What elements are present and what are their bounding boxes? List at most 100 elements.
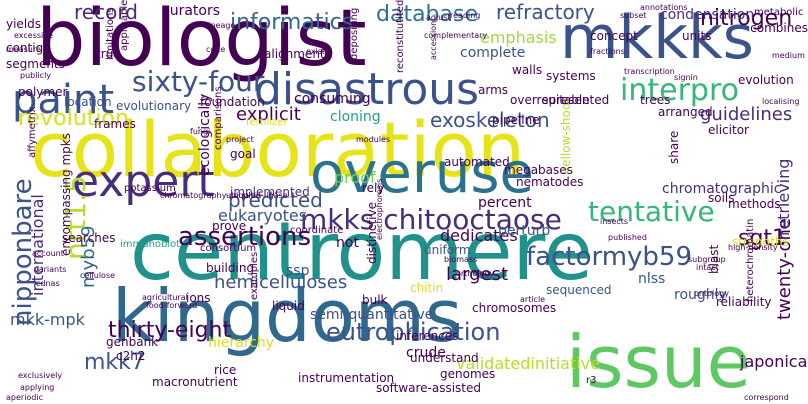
word-curators: curators: [162, 3, 221, 19]
word-accession: accession: [429, 20, 438, 60]
word-concept: concept: [590, 29, 638, 43]
word-reading: reading: [450, 11, 481, 20]
word-potassium: potassium: [124, 183, 176, 194]
word-medium: medium: [772, 51, 805, 60]
word-biologist: biologist: [36, 0, 367, 84]
word-roughly: roughly: [674, 287, 727, 303]
word-intact: intact: [696, 263, 719, 272]
word-issue: issue: [566, 320, 751, 404]
word-adjust: adjust: [426, 13, 451, 22]
word-chromatographic: chromatographic: [662, 181, 782, 197]
word-nlss: nlss: [638, 271, 666, 287]
word-pipeline: pipeline: [492, 113, 540, 127]
word-software-assisted: software-assisted: [376, 381, 482, 395]
word-systems: systems: [546, 69, 596, 83]
word-publicly: publicly: [20, 71, 52, 80]
word-validatedinitiative: validatedinitiative: [456, 354, 600, 373]
word-complementary: complementary: [424, 31, 488, 40]
word-frames: frames: [94, 117, 136, 131]
word-nematodes: nematodes: [516, 175, 584, 189]
word-percent: percent: [478, 195, 532, 211]
word-annotations: annotations: [640, 3, 688, 12]
word-orthology: orthology: [456, 269, 495, 278]
word-correspond: correspond: [744, 393, 789, 402]
word-macronutrient: macronutrient: [152, 375, 238, 389]
word-genomes: genomes: [440, 367, 496, 381]
word-rice: rice: [214, 363, 237, 377]
word-understand: understand: [410, 351, 479, 365]
word-exist: exist: [306, 47, 326, 56]
word-account: account: [32, 249, 64, 258]
word-predicted: predicted: [228, 188, 323, 212]
word-comparisons: comparisons: [213, 86, 224, 150]
word-overuse: overuse: [310, 141, 534, 206]
word-published: published: [608, 233, 647, 242]
word-strengths: strengths: [732, 235, 789, 249]
word-assertions: assertions: [178, 222, 312, 252]
word-consortium: consortium: [200, 243, 257, 254]
word-centromere: centromere: [130, 205, 593, 298]
word-disastrous: disastrous: [254, 64, 480, 115]
word-examples: examples: [249, 251, 260, 300]
word-semi-quantitative: semi-quantitative: [310, 307, 434, 323]
word-subgroup: subgroup: [688, 255, 726, 264]
word-interpro: interpro: [620, 73, 739, 108]
word-condensation: condensation: [660, 7, 755, 23]
word-article: article: [520, 295, 546, 304]
word-combines: combines: [750, 21, 808, 35]
word-contigs: contigs: [6, 41, 50, 55]
word-searches: searches: [62, 231, 116, 245]
word-measure: measure: [6, 45, 41, 54]
word-genbank: genbank: [106, 335, 159, 349]
word-segments: segments: [6, 57, 65, 71]
word-biomass: biomass: [444, 255, 478, 264]
word-dedicates: dedicates: [440, 226, 518, 245]
word-signin: signin: [674, 73, 698, 82]
word-transcription: transcription: [624, 67, 675, 76]
word-overrepresented: overrepresented: [510, 93, 610, 107]
word-informatics: informatics: [230, 10, 354, 35]
word-not: not: [336, 235, 359, 251]
word-explicit: explicit: [236, 104, 301, 125]
word-ontology: ontology: [694, 289, 729, 298]
word-goal: goal: [230, 147, 256, 161]
word-immunoblot: immunoblot: [120, 239, 181, 250]
word-true: true: [96, 47, 121, 61]
word-proof: proof: [334, 168, 376, 187]
word-rely: rely: [362, 181, 385, 195]
word-excessive: excessive: [14, 31, 53, 40]
word-arranged: arranged: [658, 105, 713, 119]
word-sgt1: sgt1: [738, 226, 787, 251]
word-tentative: tentative: [588, 195, 715, 228]
word-affymetrix: affymetrix: [27, 106, 38, 158]
word-reliability: reliability: [716, 295, 772, 309]
word-thirty-eight: thirty-eight: [108, 318, 232, 343]
word-depositing: depositing: [349, 7, 360, 60]
word-largest: largest: [446, 264, 509, 285]
word-elicitor: elicitor: [708, 123, 749, 137]
word-mkks-chitooctaose: mkks chitooctaose: [300, 203, 562, 236]
word-polymer: polymer: [18, 85, 68, 99]
word-methods: methods: [728, 197, 781, 211]
word-modules: modules: [356, 135, 391, 144]
word-consuming: consuming: [294, 91, 371, 107]
word-agricultural: agricultural: [142, 293, 188, 302]
word-perturb: perturb: [498, 223, 551, 239]
word-exclusively: exclusively: [18, 371, 63, 380]
word-hemicelluloses: hemicelluloses: [214, 272, 348, 293]
word-coordinate: coordinate: [290, 225, 344, 236]
word-record: record: [74, 0, 138, 24]
word-code: code: [206, 45, 226, 54]
word-mkkks: mkkks: [560, 3, 754, 73]
word-crude: crude: [406, 345, 446, 361]
word-metabolic: metabolic: [754, 7, 804, 18]
word-evolutionary: evolutionary: [116, 99, 192, 113]
word-localising: localising: [762, 97, 800, 106]
word-ssp: ssp: [286, 263, 310, 279]
word-sequenced: sequenced: [546, 283, 612, 297]
word-subset: subset: [620, 11, 647, 20]
word-chitin: chitin: [410, 281, 444, 295]
word-alignments: alignments: [264, 47, 331, 61]
word-r3: r3: [586, 375, 597, 386]
